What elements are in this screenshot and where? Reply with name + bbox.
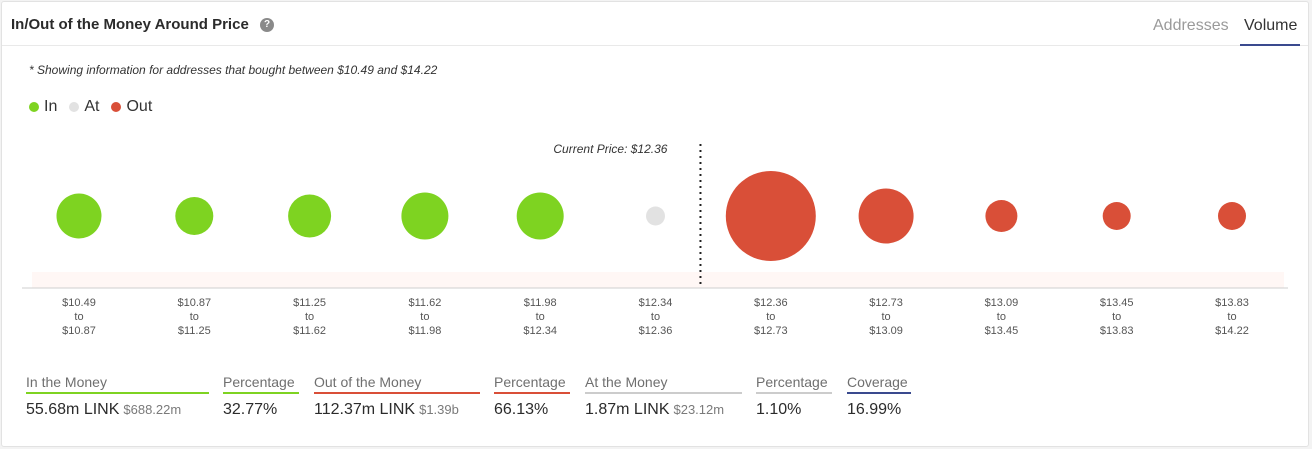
range-label-7: $12.73 to $13.09 bbox=[869, 297, 903, 337]
stat-value-out-pct: 66.13% bbox=[494, 401, 549, 418]
legend-dot-in bbox=[29, 102, 39, 112]
range-label-2: $11.25 to $11.62 bbox=[293, 297, 326, 337]
legend-item-out: Out bbox=[111, 98, 152, 116]
range-label-5: $12.34 to $12.36 bbox=[639, 297, 673, 337]
stat-value-in: 55.68m LINK $688.22m bbox=[26, 401, 209, 419]
legend-label-at: At bbox=[84, 98, 100, 115]
card-title: In/Out of the Money Around Price bbox=[11, 16, 249, 33]
legend-label-in: In bbox=[44, 98, 58, 115]
legend-item-at: At bbox=[69, 98, 99, 116]
stat-value-at-pct: 1.10% bbox=[756, 401, 802, 418]
bubble-out-6 bbox=[725, 171, 816, 261]
stat-header-at-pct: Percentage bbox=[756, 374, 832, 394]
chart-band bbox=[32, 272, 1284, 288]
stat-header-in: In the Money bbox=[26, 374, 209, 394]
stat-header-in-pct: Percentage bbox=[223, 374, 299, 394]
legend-item-in: In bbox=[29, 98, 57, 116]
chart-legend: In At Out bbox=[29, 98, 164, 116]
bubble-in-1 bbox=[175, 197, 214, 235]
help-icon[interactable]: ? bbox=[260, 18, 274, 32]
stat-value-coverage: 16.99% bbox=[847, 401, 902, 418]
stat-header-out: Out of the Money bbox=[314, 374, 480, 394]
stat-header-at: At the Money bbox=[585, 374, 742, 394]
bubble-chart: Current Price: $12.36 $10.49 to $10.87 $10.8… bbox=[22, 142, 1288, 337]
stat-header-coverage: Coverage bbox=[847, 374, 911, 394]
stat-header-out-pct: Percentage bbox=[494, 374, 570, 394]
range-note: * Showing information for addresses that… bbox=[29, 63, 438, 77]
range-label-9: $13.45 to $13.83 bbox=[1100, 297, 1134, 337]
range-label-10: $13.83 to $14.22 bbox=[1215, 297, 1249, 337]
stat-usd-in: $688.22m bbox=[123, 402, 182, 417]
bubble-in-3 bbox=[401, 192, 449, 240]
stat-at-percentage: Percentage 1.10% bbox=[756, 374, 832, 419]
stat-value-out: 112.37m LINK $1.39b bbox=[314, 401, 480, 419]
stat-in-percentage: Percentage 32.77% bbox=[223, 374, 299, 419]
bubble-out-9 bbox=[1102, 202, 1131, 230]
bubble-in-2 bbox=[288, 194, 332, 238]
stat-usd-at: $23.12m bbox=[673, 402, 725, 417]
bubble-out-10 bbox=[1218, 202, 1246, 230]
active-tab-indicator bbox=[1240, 44, 1300, 46]
stat-coverage: Coverage 16.99% bbox=[847, 374, 911, 419]
stat-amount-out: 112.37m LINK bbox=[314, 401, 416, 418]
stat-value-at: 1.87m LINK $23.12m bbox=[585, 401, 742, 419]
legend-dot-at bbox=[69, 102, 80, 112]
bubble-out-8 bbox=[985, 200, 1018, 232]
tab-addresses[interactable]: Addresses bbox=[1153, 17, 1229, 34]
stat-amount-at: 1.87m LINK bbox=[585, 401, 670, 418]
current-price-label: Current Price: $12.36 bbox=[553, 142, 667, 156]
bubble-at-5 bbox=[646, 206, 665, 226]
legend-label-out: Out bbox=[126, 98, 153, 115]
range-label-3: $11.62 to $11.98 bbox=[408, 297, 441, 337]
card-header: In/Out of the Money Around Price ? Addre… bbox=[2, 2, 1308, 46]
range-label-8: $13.09 to $13.45 bbox=[985, 297, 1019, 337]
stat-usd-out: $1.39b bbox=[419, 402, 459, 417]
stat-out-of-the-money: Out of the Money 112.37m LINK $1.39b bbox=[314, 374, 480, 419]
stat-out-percentage: Percentage 66.13% bbox=[494, 374, 570, 419]
legend-dot-out bbox=[111, 102, 122, 112]
range-label-1: $10.87 to $11.25 bbox=[177, 297, 211, 337]
range-label-0: $10.49 to $10.87 bbox=[62, 297, 96, 337]
bubble-out-7 bbox=[858, 188, 914, 244]
stat-at-the-money: At the Money 1.87m LINK $23.12m bbox=[585, 374, 742, 419]
stat-amount-in: 55.68m LINK bbox=[26, 401, 120, 418]
bubble-in-4 bbox=[516, 192, 564, 240]
stat-in-the-money: In the Money 55.68m LINK $688.22m bbox=[26, 374, 209, 419]
range-label-4: $11.98 to $12.34 bbox=[523, 297, 557, 337]
range-label-6: $12.36 to $12.73 bbox=[754, 297, 788, 337]
stat-value-in-pct: 32.77% bbox=[223, 401, 278, 418]
bubble-in-0 bbox=[56, 193, 102, 239]
tab-volume[interactable]: Volume bbox=[1244, 17, 1298, 34]
